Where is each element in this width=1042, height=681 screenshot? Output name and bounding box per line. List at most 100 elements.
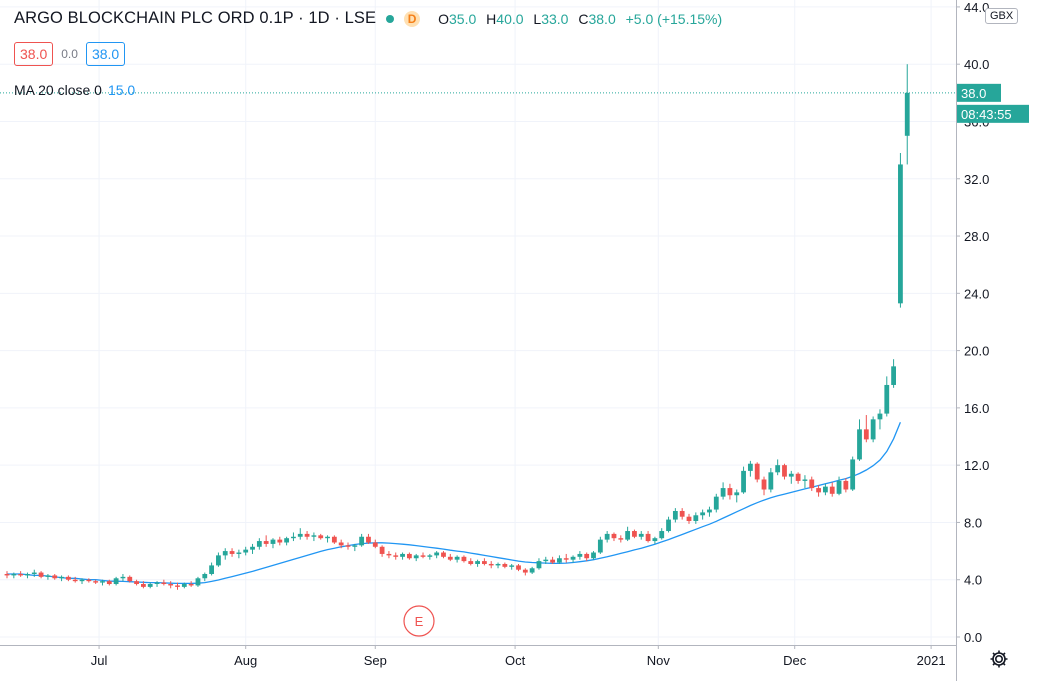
candle xyxy=(611,532,617,542)
candle-body xyxy=(775,465,781,473)
candle-body xyxy=(134,581,139,585)
candle-body xyxy=(700,512,706,516)
candle xyxy=(297,528,303,540)
candle xyxy=(509,563,515,570)
candle-body xyxy=(652,538,658,542)
candle xyxy=(570,555,576,563)
earnings-event-marker[interactable]: E xyxy=(403,605,435,637)
candles-series xyxy=(4,64,910,590)
candle xyxy=(461,555,467,563)
candle-body xyxy=(379,546,385,554)
candle-body xyxy=(550,559,555,563)
candle xyxy=(79,578,85,585)
candle-body xyxy=(563,558,569,560)
last-price-tag xyxy=(957,83,1001,102)
candle xyxy=(277,536,283,546)
close-label: C xyxy=(578,10,589,27)
candle xyxy=(93,579,99,585)
candle xyxy=(338,539,344,549)
candle-body xyxy=(809,479,815,489)
x-tick-label: Jul xyxy=(91,653,108,668)
chart-axes: 0.04.08.012.016.020.024.028.032.036.040.… xyxy=(0,0,989,681)
candle xyxy=(488,561,494,569)
candle-body xyxy=(311,535,317,537)
candle xyxy=(161,579,167,586)
candle xyxy=(345,542,351,550)
candle xyxy=(720,482,726,500)
candle-body xyxy=(843,480,849,490)
candle-body xyxy=(638,533,644,537)
candle-body xyxy=(672,510,678,520)
settings-gear-icon[interactable] xyxy=(988,648,1010,670)
candle xyxy=(495,562,501,569)
candle xyxy=(454,555,460,563)
candle-body xyxy=(45,575,51,577)
candle-body xyxy=(86,579,92,582)
candle xyxy=(522,568,528,576)
candle xyxy=(529,566,535,574)
candle-body xyxy=(877,413,883,420)
y-tick-label: 0.0 xyxy=(964,630,982,645)
candle-body xyxy=(454,556,460,560)
candle xyxy=(154,581,160,587)
candle-body xyxy=(202,573,208,579)
candle xyxy=(659,528,665,540)
candle-body xyxy=(366,536,371,543)
candle xyxy=(795,472,801,484)
candle xyxy=(168,581,174,589)
candle-body xyxy=(632,531,637,537)
candle xyxy=(516,563,521,572)
candle xyxy=(18,571,24,577)
candle-body xyxy=(570,556,576,560)
candle xyxy=(884,376,890,417)
sell-button[interactable]: 38.0 xyxy=(14,42,54,66)
candle xyxy=(891,359,896,388)
candle-body xyxy=(686,516,692,522)
candle xyxy=(366,533,371,544)
trade-boxes: 38.0 0.0 38.0 xyxy=(14,42,126,66)
ma-20-series xyxy=(7,421,902,585)
candle-body xyxy=(291,536,296,539)
candle-body xyxy=(18,573,24,576)
candle xyxy=(775,459,781,476)
candle xyxy=(379,545,385,557)
candle xyxy=(38,571,44,579)
x-tick-label: Sep xyxy=(364,653,387,668)
candle-body xyxy=(713,496,719,510)
candle xyxy=(877,409,883,430)
candle-body xyxy=(468,561,474,564)
candle-body xyxy=(836,480,842,494)
candle xyxy=(406,552,412,560)
candle-body xyxy=(761,479,767,490)
candle-body xyxy=(823,486,828,493)
candle xyxy=(100,579,105,586)
candle-body xyxy=(557,558,562,563)
candle xyxy=(638,531,644,540)
candle-body xyxy=(707,509,712,513)
currency-button[interactable]: GBX xyxy=(985,8,1019,24)
candle-body xyxy=(720,488,726,497)
candle-body xyxy=(181,584,187,587)
candle-body xyxy=(536,561,542,569)
candle xyxy=(393,552,399,560)
candle-body xyxy=(297,533,303,537)
candle-body xyxy=(284,538,290,543)
candle xyxy=(147,582,153,589)
candle xyxy=(400,552,405,560)
candle xyxy=(284,536,290,546)
x-tick-label: Aug xyxy=(234,653,257,668)
candle-body xyxy=(331,536,337,543)
candle xyxy=(904,64,910,165)
buy-button[interactable]: 38.0 xyxy=(85,42,126,66)
candle-body xyxy=(406,553,412,559)
symbol-title[interactable]: ARGO BLOCKCHAIN PLC ORD 0.1P · 1D · LSE xyxy=(14,9,377,27)
last-price-text: 38.0 xyxy=(961,86,986,101)
candle xyxy=(113,576,119,586)
candle-body xyxy=(441,552,446,557)
candle xyxy=(863,415,869,443)
candle xyxy=(195,576,201,587)
candle xyxy=(857,419,862,461)
candle xyxy=(304,531,310,540)
ma-indicator-legend[interactable]: MA 20 close 0 15.0 xyxy=(14,82,135,98)
